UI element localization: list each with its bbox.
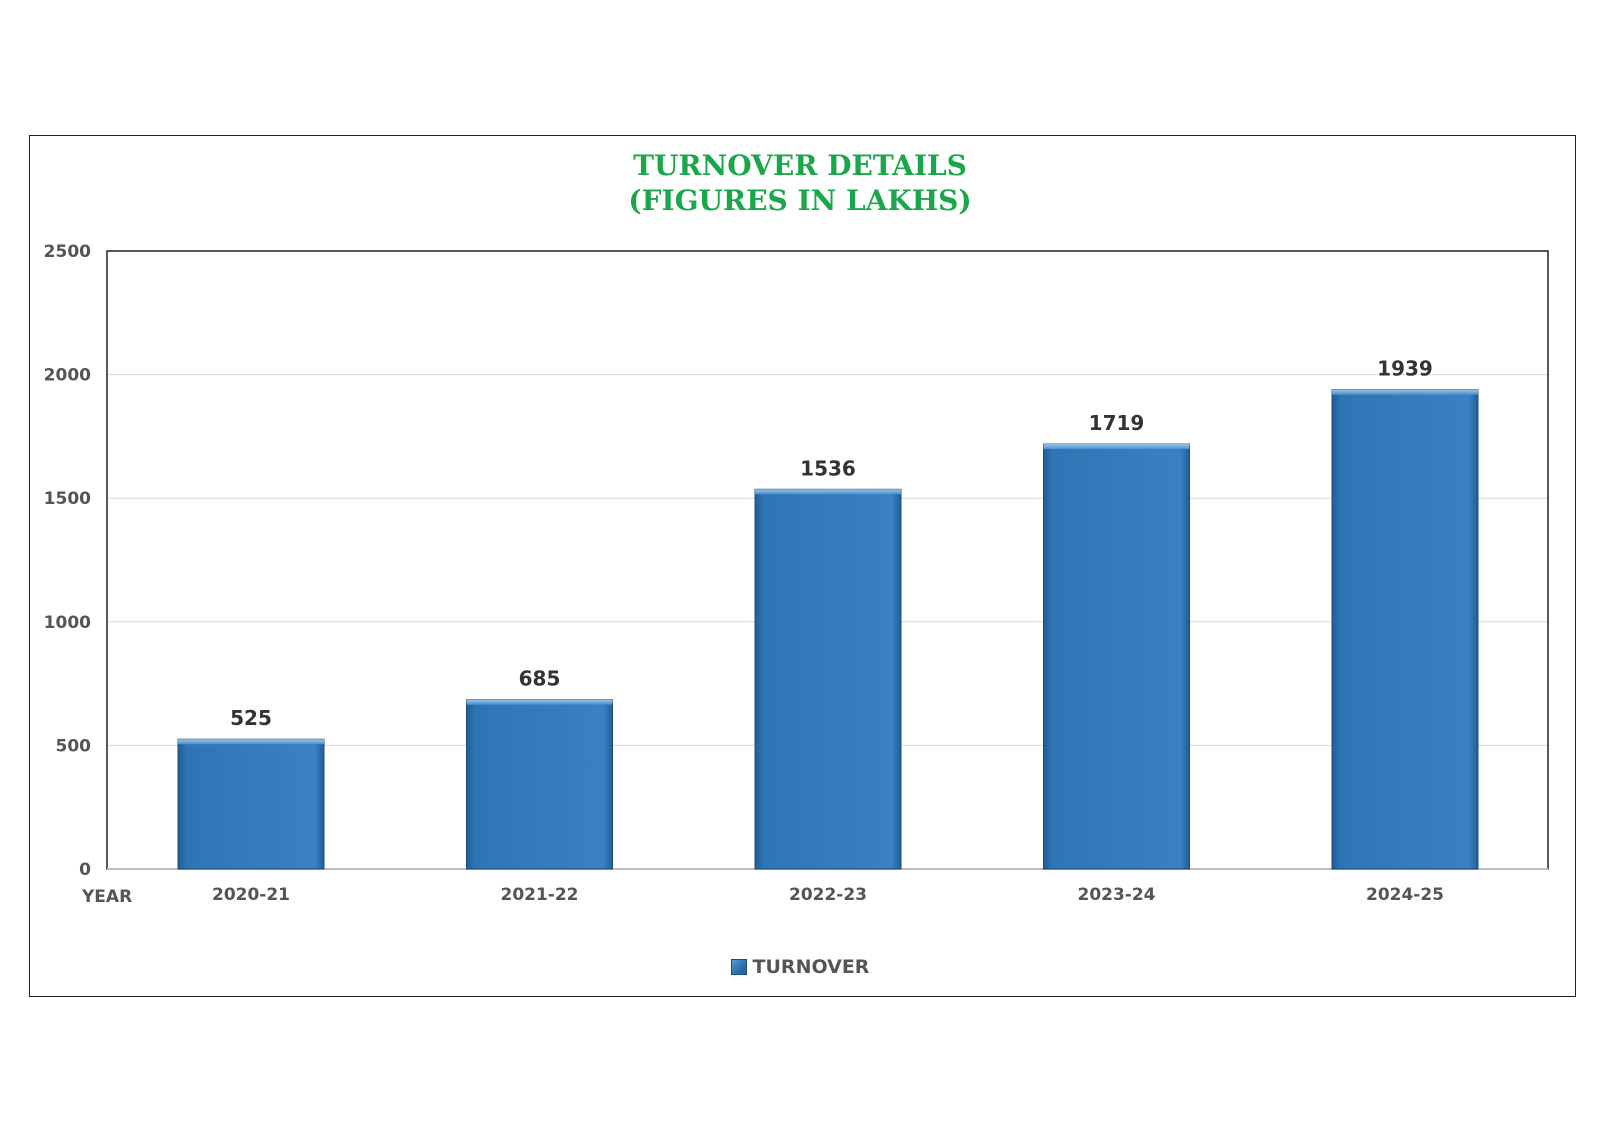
bar-top-highlight [755, 489, 901, 495]
bar-top-highlight [178, 739, 324, 745]
bar-2021-22 [466, 699, 613, 870]
chart-title: TURNOVER DETAILS (FIGURES IN LAKHS) [0, 148, 1600, 218]
y-tick-label: 2500 [44, 242, 91, 262]
x-tick-label: 2024-25 [1366, 885, 1444, 905]
y-tick-label: 500 [56, 736, 92, 756]
x-tick-label: 2022-23 [789, 885, 867, 905]
y-tick-label: 2000 [44, 366, 91, 386]
x-tick-label: 2020-21 [212, 885, 290, 905]
legend: TURNOVER [0, 956, 1600, 978]
data-label: 1719 [1089, 411, 1145, 435]
legend-label-turnover: TURNOVER [752, 956, 870, 978]
bar-top-highlight [1043, 444, 1190, 450]
y-tick-label: 0 [79, 860, 91, 880]
bar-2020-21 [177, 738, 325, 870]
data-label: 525 [230, 706, 272, 730]
y-tick-label: 1500 [44, 489, 91, 509]
y-tick-label: 1000 [44, 613, 91, 633]
bar-2023-24 [1043, 443, 1190, 870]
data-label: 1939 [1377, 357, 1433, 381]
bar-2024-25 [1331, 389, 1479, 870]
x-tick-label: 2021-22 [500, 885, 578, 905]
data-label: 1536 [800, 456, 856, 480]
bar-top-highlight [466, 699, 613, 705]
bar-top-highlight [1332, 389, 1478, 395]
legend-swatch [730, 959, 747, 975]
x-tick-label: 2023-24 [1077, 885, 1155, 905]
bar-2022-23 [754, 488, 902, 870]
chart-subtitle: (FIGURES IN LAKHS) [628, 184, 972, 217]
chart-title-main: TURNOVER DETAILS [633, 149, 967, 182]
x-axis-label: YEAR [81, 887, 132, 907]
data-label: 685 [519, 667, 561, 691]
